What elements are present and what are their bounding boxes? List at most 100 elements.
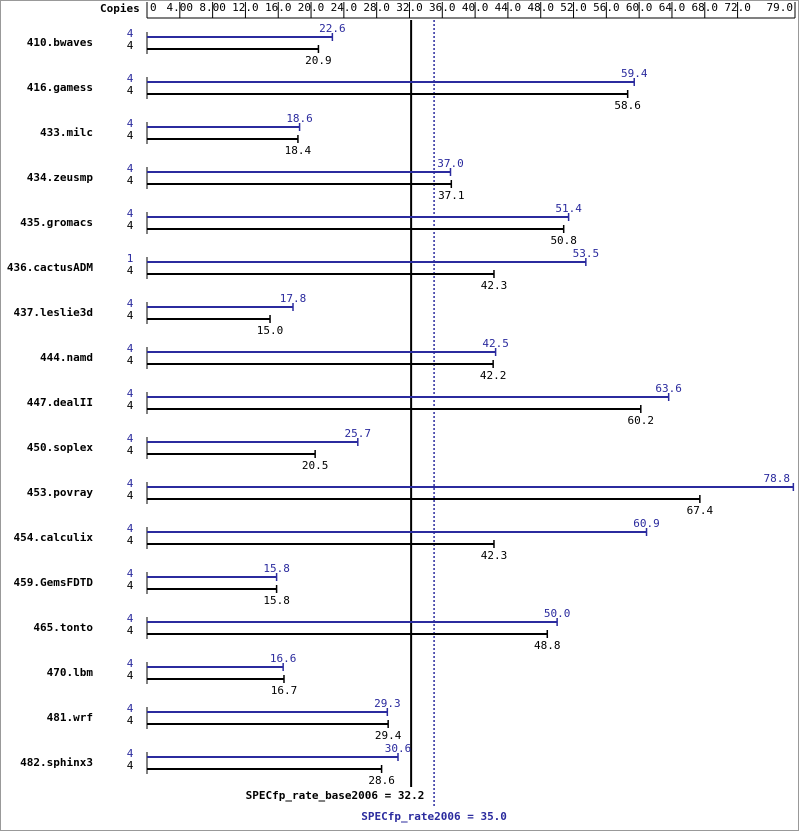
- value-label: 53.5: [573, 247, 600, 260]
- benchmark-label: 434.zeusmp: [27, 171, 94, 184]
- x-tick-label: 12.0: [232, 1, 259, 14]
- value-label: 63.6: [655, 382, 682, 395]
- reference-label: SPECfp_rate2006 = 35.0: [361, 810, 507, 823]
- copies-label: 4: [127, 297, 134, 310]
- copies-label: 4: [127, 27, 134, 40]
- value-label: 67.4: [687, 504, 714, 517]
- copies-label: 4: [127, 702, 134, 715]
- benchmark-label: 470.lbm: [47, 666, 94, 679]
- value-label: 25.7: [345, 427, 372, 440]
- copies-label: 4: [127, 444, 134, 457]
- copies-label: 4: [127, 567, 134, 580]
- value-label: 60.9: [633, 517, 660, 530]
- value-label: 60.2: [628, 414, 655, 427]
- copies-label: 4: [127, 489, 134, 502]
- x-tick-label: 36.0: [429, 1, 456, 14]
- value-label: 16.7: [271, 684, 298, 697]
- x-tick-label: 16.0: [265, 1, 292, 14]
- copies-label: 4: [127, 657, 134, 670]
- value-label: 42.3: [481, 279, 508, 292]
- value-label: 59.4: [621, 67, 648, 80]
- value-label: 58.6: [614, 99, 641, 112]
- benchmark-label: 482.sphinx3: [20, 756, 93, 769]
- reference-label: SPECfp_rate_base2006 = 32.2: [246, 789, 425, 802]
- x-tick-label: 56.0: [593, 1, 620, 14]
- copies-label: 4: [127, 264, 134, 277]
- value-label: 78.8: [764, 472, 791, 485]
- copies-label: 4: [127, 747, 134, 760]
- value-label: 17.8: [280, 292, 307, 305]
- copies-label: 4: [127, 387, 134, 400]
- x-tick-label: 52.0: [560, 1, 587, 14]
- copies-label: 1: [127, 252, 134, 265]
- value-label: 28.6: [368, 774, 395, 787]
- x-tick-label: 0: [150, 1, 157, 14]
- benchmark-label: 437.leslie3d: [14, 306, 93, 319]
- copies-label: 4: [127, 84, 134, 97]
- x-tick-label: 8.00: [199, 1, 226, 14]
- benchmark-label: 410.bwaves: [27, 36, 93, 49]
- copies-label: 4: [127, 72, 134, 85]
- copies-label: 4: [127, 39, 134, 52]
- value-label: 51.4: [555, 202, 582, 215]
- value-label: 37.1: [438, 189, 465, 202]
- copies-label: 4: [127, 432, 134, 445]
- x-tick-label: 64.0: [659, 1, 686, 14]
- copies-label: 4: [127, 534, 134, 547]
- benchmark-label: 454.calculix: [14, 531, 94, 544]
- x-tick-label: 20.0: [298, 1, 325, 14]
- value-label: 50.8: [550, 234, 577, 247]
- value-label: 15.8: [263, 562, 290, 575]
- x-tick-label: 44.0: [495, 1, 522, 14]
- benchmark-label: 436.cactusADM: [7, 261, 93, 274]
- value-label: 20.9: [305, 54, 332, 67]
- copies-label: 4: [127, 342, 134, 355]
- copies-label: 4: [127, 759, 134, 772]
- copies-label: 4: [127, 714, 134, 727]
- value-label: 15.0: [257, 324, 284, 337]
- x-tick-label: 48.0: [527, 1, 554, 14]
- value-label: 42.2: [480, 369, 507, 382]
- value-label: 15.8: [263, 594, 290, 607]
- benchmark-label: 453.povray: [27, 486, 94, 499]
- value-label: 18.6: [286, 112, 313, 125]
- copies-label: 4: [127, 612, 134, 625]
- value-label: 20.5: [302, 459, 329, 472]
- x-tick-label: 60.0: [626, 1, 653, 14]
- value-label: 42.3: [481, 549, 508, 562]
- copies-label: 4: [127, 219, 134, 232]
- benchmark-label: 447.dealII: [27, 396, 93, 409]
- value-label: 22.6: [319, 22, 346, 35]
- copies-label: 4: [127, 669, 134, 682]
- copies-label: 4: [127, 174, 134, 187]
- value-label: 42.5: [482, 337, 509, 350]
- benchmark-label: 433.milc: [40, 126, 93, 139]
- value-label: 29.3: [374, 697, 401, 710]
- copies-label: 4: [127, 129, 134, 142]
- benchmark-label: 450.soplex: [27, 441, 94, 454]
- value-label: 16.6: [270, 652, 297, 665]
- x-tick-label: 40.0: [462, 1, 489, 14]
- value-label: 18.4: [285, 144, 312, 157]
- value-label: 50.0: [544, 607, 571, 620]
- benchmark-label: 435.gromacs: [20, 216, 93, 229]
- benchmark-label: 481.wrf: [47, 711, 93, 724]
- copies-label: 4: [127, 477, 134, 490]
- copies-label: 4: [127, 117, 134, 130]
- value-label: 29.4: [375, 729, 402, 742]
- copies-label: 4: [127, 309, 134, 322]
- x-tick-label: 79.0: [767, 1, 794, 14]
- x-tick-label: 72.0: [724, 1, 751, 14]
- benchmark-label: 444.namd: [40, 351, 93, 364]
- benchmark-label: 465.tonto: [33, 621, 93, 634]
- copies-label: 4: [127, 354, 134, 367]
- copies-label: 4: [127, 579, 134, 592]
- copies-label: 4: [127, 399, 134, 412]
- benchmark-label: 459.GemsFDTD: [14, 576, 94, 589]
- x-tick-label: 4.00: [167, 1, 194, 14]
- value-label: 48.8: [534, 639, 561, 652]
- copies-header: Copies: [100, 2, 140, 15]
- copies-label: 4: [127, 624, 134, 637]
- x-tick-label: 32.0: [396, 1, 423, 14]
